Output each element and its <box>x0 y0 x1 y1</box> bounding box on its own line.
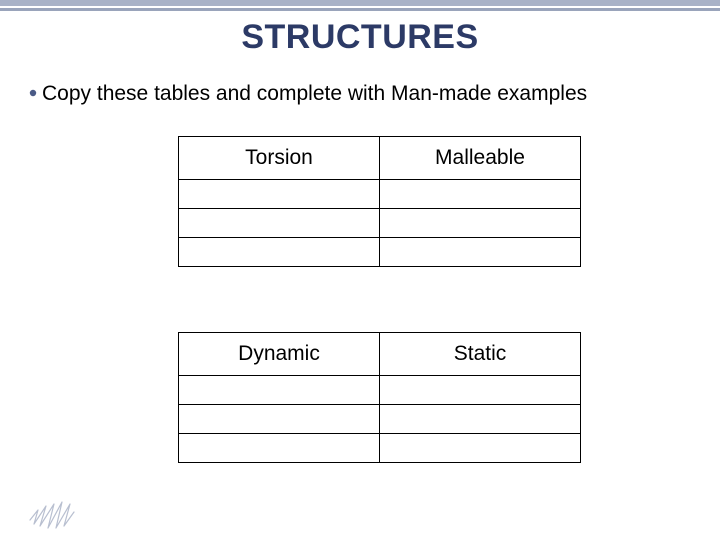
table-cell <box>380 238 581 267</box>
bullet-line: Copy these tables and complete with Man-… <box>28 82 700 106</box>
table1-col-header-0: Torsion <box>179 137 380 180</box>
table-cell <box>179 434 380 463</box>
table-cell <box>179 376 380 405</box>
table-cell <box>179 405 380 434</box>
table-cell <box>380 434 581 463</box>
table-cell <box>380 180 581 209</box>
bullet-dot-icon <box>28 80 38 104</box>
slide-title: STRUCTURES <box>0 18 720 57</box>
table-cell <box>380 376 581 405</box>
table-cell <box>380 209 581 238</box>
decor-top-bar-1 <box>0 0 720 6</box>
table1-col-header-1: Malleable <box>380 137 581 180</box>
table-dynamic-static: Dynamic Static <box>178 332 581 463</box>
table-torsion-malleable: Torsion Malleable <box>178 136 581 267</box>
bullet-text: Copy these tables and complete with Man-… <box>42 82 587 105</box>
table-cell <box>380 405 581 434</box>
table-cell <box>179 209 380 238</box>
table-cell <box>179 238 380 267</box>
decor-corner-scribble <box>28 490 78 530</box>
decor-top-bar-2 <box>0 8 720 11</box>
table2-col-header-1: Static <box>380 333 581 376</box>
table-cell <box>179 180 380 209</box>
table2-col-header-0: Dynamic <box>179 333 380 376</box>
